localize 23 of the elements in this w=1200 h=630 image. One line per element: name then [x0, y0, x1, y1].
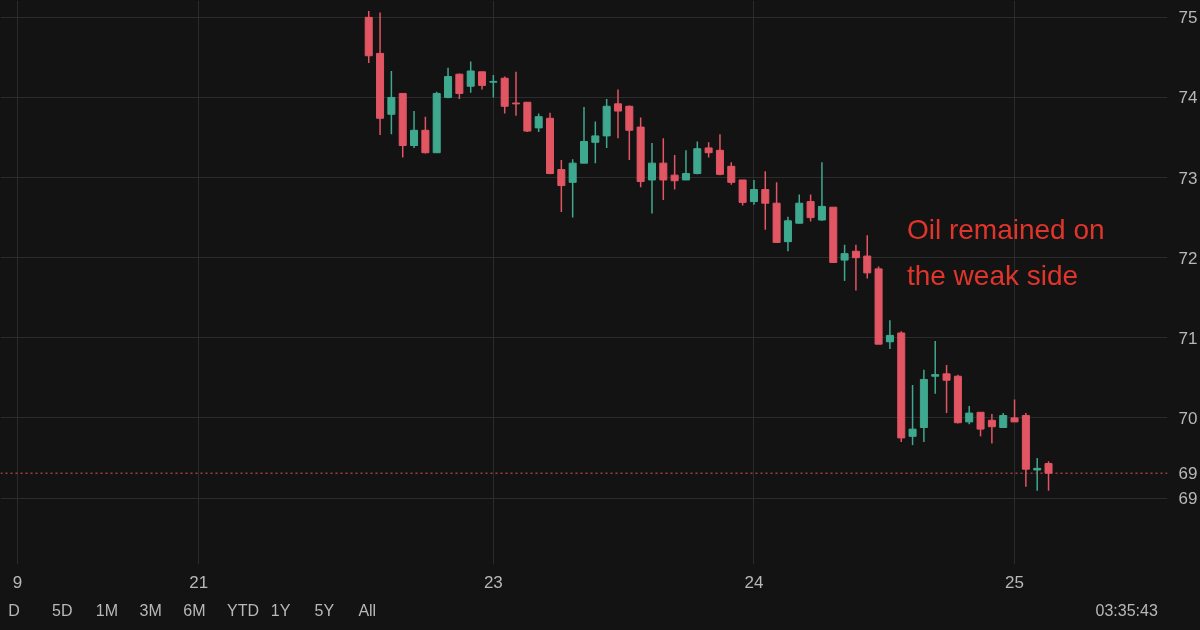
text: 3M [139, 602, 162, 619]
x-tick-label: 23 [483, 572, 503, 592]
text: D [8, 602, 20, 619]
text: 03:35:43 [1095, 602, 1158, 619]
x-tick-label: 9 [12, 572, 23, 592]
x-tick-label: 24 [744, 572, 764, 592]
annotation: Oil remained on the weak side [906, 213, 1105, 292]
x-tick-label: 25 [1005, 572, 1025, 592]
y-tick-label: 70 [1178, 408, 1198, 428]
y-tick-label: 74 [1178, 88, 1198, 108]
text: All [358, 602, 377, 619]
text: 5D [52, 602, 73, 619]
y-tick-label: 73 [1178, 168, 1198, 188]
y-tick-label: 71 [1178, 328, 1198, 348]
y-tick-label: 69 [1178, 489, 1198, 509]
text: 6M [183, 602, 206, 619]
text: YTD [227, 602, 260, 619]
text: 5Y [314, 602, 335, 619]
text: 1Y [270, 602, 291, 619]
text: 1M [95, 602, 119, 619]
y-tick-label: 72 [1178, 248, 1198, 268]
x-tick-label: 21 [189, 572, 209, 592]
y-tick-label: 75 [1178, 8, 1198, 28]
